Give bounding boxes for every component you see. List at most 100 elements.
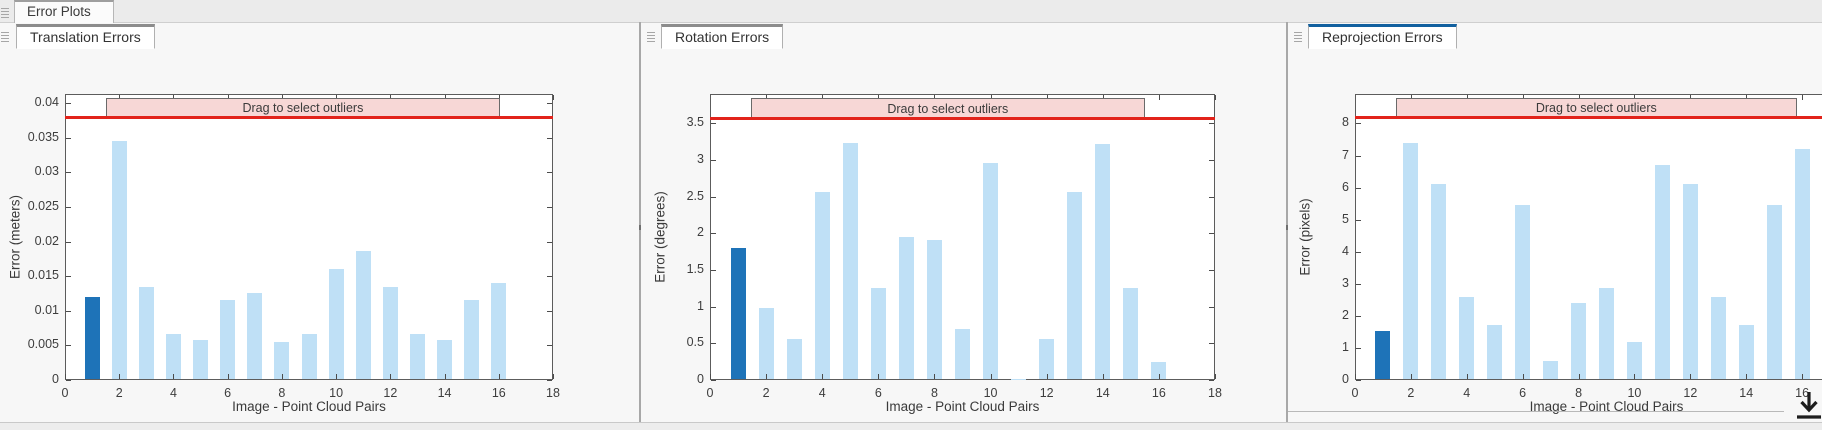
- grip-icon[interactable]: [1294, 30, 1302, 44]
- bar-pair-12[interactable]: [382, 286, 398, 379]
- x-tick-label: 10: [329, 386, 344, 400]
- bar-pair-15[interactable]: [464, 299, 480, 379]
- download-icon[interactable]: [1792, 388, 1822, 426]
- x-tick: [1802, 374, 1804, 379]
- bar-pair-13[interactable]: [409, 334, 425, 379]
- y-tick-label: 1.5: [686, 262, 704, 276]
- x-tick-label: 8: [278, 386, 286, 400]
- bar-pair-8[interactable]: [274, 341, 290, 379]
- tab-translation-errors[interactable]: Translation Errors: [16, 24, 155, 49]
- outlier-threshold-line[interactable]: [710, 117, 1215, 121]
- outlier-threshold-line[interactable]: [1355, 116, 1822, 120]
- bar-pair-11[interactable]: [355, 250, 371, 379]
- x-tick: [553, 95, 554, 100]
- y-tick-label: 0.015: [27, 268, 59, 283]
- bar-pair-14[interactable]: [437, 339, 453, 379]
- y-tick-label: 3: [1342, 275, 1349, 290]
- x-tick-label: 12: [1039, 386, 1054, 400]
- x-tick: [390, 95, 392, 100]
- bar-pair-9[interactable]: [1599, 287, 1614, 379]
- y-tick: [547, 310, 552, 312]
- bar-pair-2[interactable]: [1403, 142, 1419, 379]
- bar-pair-1[interactable]: [1375, 331, 1391, 379]
- y-tick: [711, 233, 716, 235]
- bar-pair-15[interactable]: [1766, 205, 1782, 379]
- bar-pair-4[interactable]: [165, 334, 181, 379]
- x-tick-label: 14: [437, 386, 452, 400]
- panel-splitter[interactable]: [639, 22, 641, 430]
- x-tick: [173, 95, 175, 100]
- bar-pair-3[interactable]: [786, 338, 802, 379]
- bar-pair-1[interactable]: [730, 248, 746, 379]
- bar-pair-16[interactable]: [1151, 361, 1167, 379]
- y-tick-label: 0.01: [34, 302, 59, 317]
- bar-pair-7[interactable]: [247, 292, 263, 379]
- grip-icon[interactable]: [647, 30, 655, 44]
- bar-pair-5[interactable]: [193, 339, 209, 379]
- grip-icon[interactable]: [1, 30, 9, 44]
- x-tick: [1578, 95, 1580, 100]
- bar-pair-2[interactable]: [758, 308, 774, 379]
- bar-pair-6[interactable]: [870, 288, 886, 379]
- bar-pair-4[interactable]: [814, 192, 830, 379]
- bar-pair-6[interactable]: [220, 299, 236, 379]
- bar-pair-1[interactable]: [84, 296, 100, 379]
- bar-pair-10[interactable]: [1626, 341, 1642, 379]
- x-tick: [1158, 374, 1160, 379]
- bar-pair-7[interactable]: [898, 237, 914, 379]
- y-tick: [66, 380, 71, 381]
- bar-pair-10[interactable]: [328, 269, 344, 379]
- outlier-selection-band[interactable]: Drag to select outliers: [105, 98, 501, 117]
- x-tick: [227, 374, 229, 379]
- y-tick: [1356, 315, 1361, 317]
- bar-pair-14[interactable]: [1738, 325, 1754, 379]
- bar-pair-14[interactable]: [1095, 143, 1111, 379]
- y-tick: [711, 160, 716, 161]
- x-tick: [822, 374, 824, 379]
- outlier-threshold-line[interactable]: [65, 115, 553, 119]
- bar-pair-13[interactable]: [1710, 296, 1726, 379]
- y-tick-label: 0.5: [686, 335, 704, 350]
- x-tick: [1046, 95, 1048, 100]
- bar-pair-12[interactable]: [1682, 183, 1698, 379]
- bar-pair-3[interactable]: [138, 286, 154, 379]
- bar-pair-9[interactable]: [955, 328, 970, 379]
- bar-pair-15[interactable]: [1123, 288, 1139, 379]
- bar-pair-7[interactable]: [1543, 361, 1559, 379]
- x-tick-label: 10: [983, 386, 998, 400]
- bar-pair-9[interactable]: [301, 333, 317, 379]
- bar-pair-5[interactable]: [1487, 325, 1503, 379]
- bar-pair-5[interactable]: [842, 143, 858, 379]
- grip-icon[interactable]: [1, 6, 9, 20]
- bar-pair-12[interactable]: [1039, 338, 1055, 379]
- bar-pair-8[interactable]: [1571, 303, 1587, 379]
- bar-pair-2[interactable]: [111, 141, 127, 379]
- bar-pair-16[interactable]: [491, 283, 507, 379]
- x-tick: [281, 374, 283, 379]
- y-tick-label: 0.005: [27, 337, 59, 352]
- y-tick: [1209, 343, 1214, 345]
- bar-pair-13[interactable]: [1067, 192, 1083, 379]
- bar-pair-8[interactable]: [926, 239, 942, 379]
- tab-reprojection-errors[interactable]: Reprojection Errors: [1308, 24, 1457, 49]
- outlier-selection-band[interactable]: Drag to select outliers: [750, 98, 1145, 119]
- y-tick-label: 0.02: [34, 233, 59, 248]
- bar-pair-3[interactable]: [1431, 184, 1447, 379]
- bar-pair-16[interactable]: [1794, 149, 1810, 379]
- x-tick: [1466, 95, 1468, 100]
- y-tick-label: 0.04: [34, 95, 59, 109]
- x-tick-label: 18: [546, 386, 560, 400]
- tab-rotation-errors[interactable]: Rotation Errors: [661, 24, 784, 49]
- bar-pair-6[interactable]: [1515, 205, 1531, 379]
- panel-splitter[interactable]: [1286, 22, 1288, 430]
- x-tick: [1746, 374, 1748, 379]
- x-tick-label: 4: [169, 386, 177, 400]
- y-tick: [1209, 233, 1214, 235]
- bar-pair-4[interactable]: [1459, 296, 1475, 379]
- x-tick-label: 0: [1351, 386, 1359, 400]
- bar-pair-11[interactable]: [1654, 164, 1670, 379]
- outlier-selection-band[interactable]: Drag to select outliers: [1396, 98, 1797, 118]
- bar-pair-10[interactable]: [983, 162, 999, 379]
- tab-error-plots[interactable]: Error Plots: [14, 0, 114, 23]
